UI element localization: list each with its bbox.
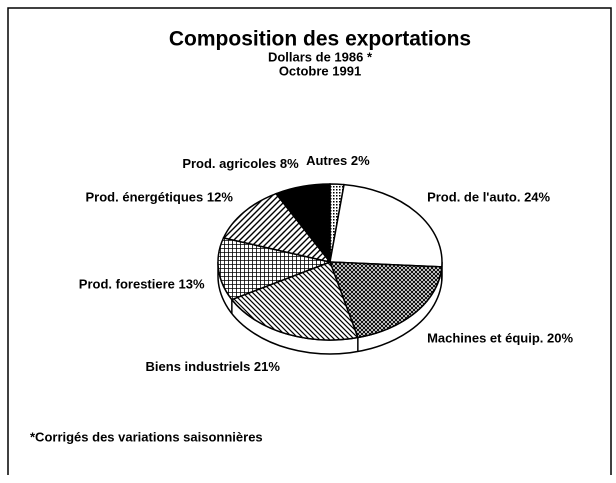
- slice-label: Autres 2%: [306, 154, 370, 169]
- footnote: *Corrigés des variations saisonnières: [30, 429, 263, 444]
- slice-name: Prod. agricoles: [182, 157, 276, 172]
- pie-slice: [222, 192, 332, 264]
- pie-slice: [217, 237, 333, 301]
- pie-slice: [329, 183, 443, 268]
- slice-name: Machines et équip.: [427, 331, 543, 346]
- slice-value: 21%: [254, 359, 280, 374]
- subtitle: Octobre 1991: [279, 63, 361, 78]
- pie-slice: [230, 261, 359, 341]
- slice-value: 2%: [351, 154, 370, 169]
- subtitle: Dollars de 1986 *: [268, 49, 373, 64]
- frame: [7, 7, 612, 475]
- slice-value: 20%: [547, 331, 573, 346]
- pie-slice: [328, 261, 443, 339]
- slice-name: Prod. énergétiques: [86, 190, 204, 205]
- slice-value: 12%: [207, 190, 233, 205]
- slice-value: 13%: [179, 277, 205, 292]
- slice-value: 8%: [280, 157, 299, 172]
- slice-name: Prod. forestiere: [79, 277, 175, 292]
- slice-label: Prod. forestiere 13%: [79, 277, 205, 292]
- slice-label: Prod. de l'auto. 24%: [427, 190, 550, 205]
- slice-name: Autres: [306, 154, 347, 169]
- slice-name: Biens industriels: [146, 359, 251, 374]
- slice-name: Prod. de l'auto.: [427, 190, 520, 205]
- slice-label: Machines et équip. 20%: [427, 331, 573, 346]
- chart-title: Composition des exportations: [169, 28, 471, 51]
- pie-slice: [274, 183, 331, 265]
- slice-label: Prod. énergétiques 12%: [86, 190, 234, 205]
- slice-label: Prod. agricoles 8%: [182, 157, 299, 172]
- slice-label: Biens industriels 21%: [146, 359, 281, 374]
- slice-value: 24%: [524, 190, 550, 205]
